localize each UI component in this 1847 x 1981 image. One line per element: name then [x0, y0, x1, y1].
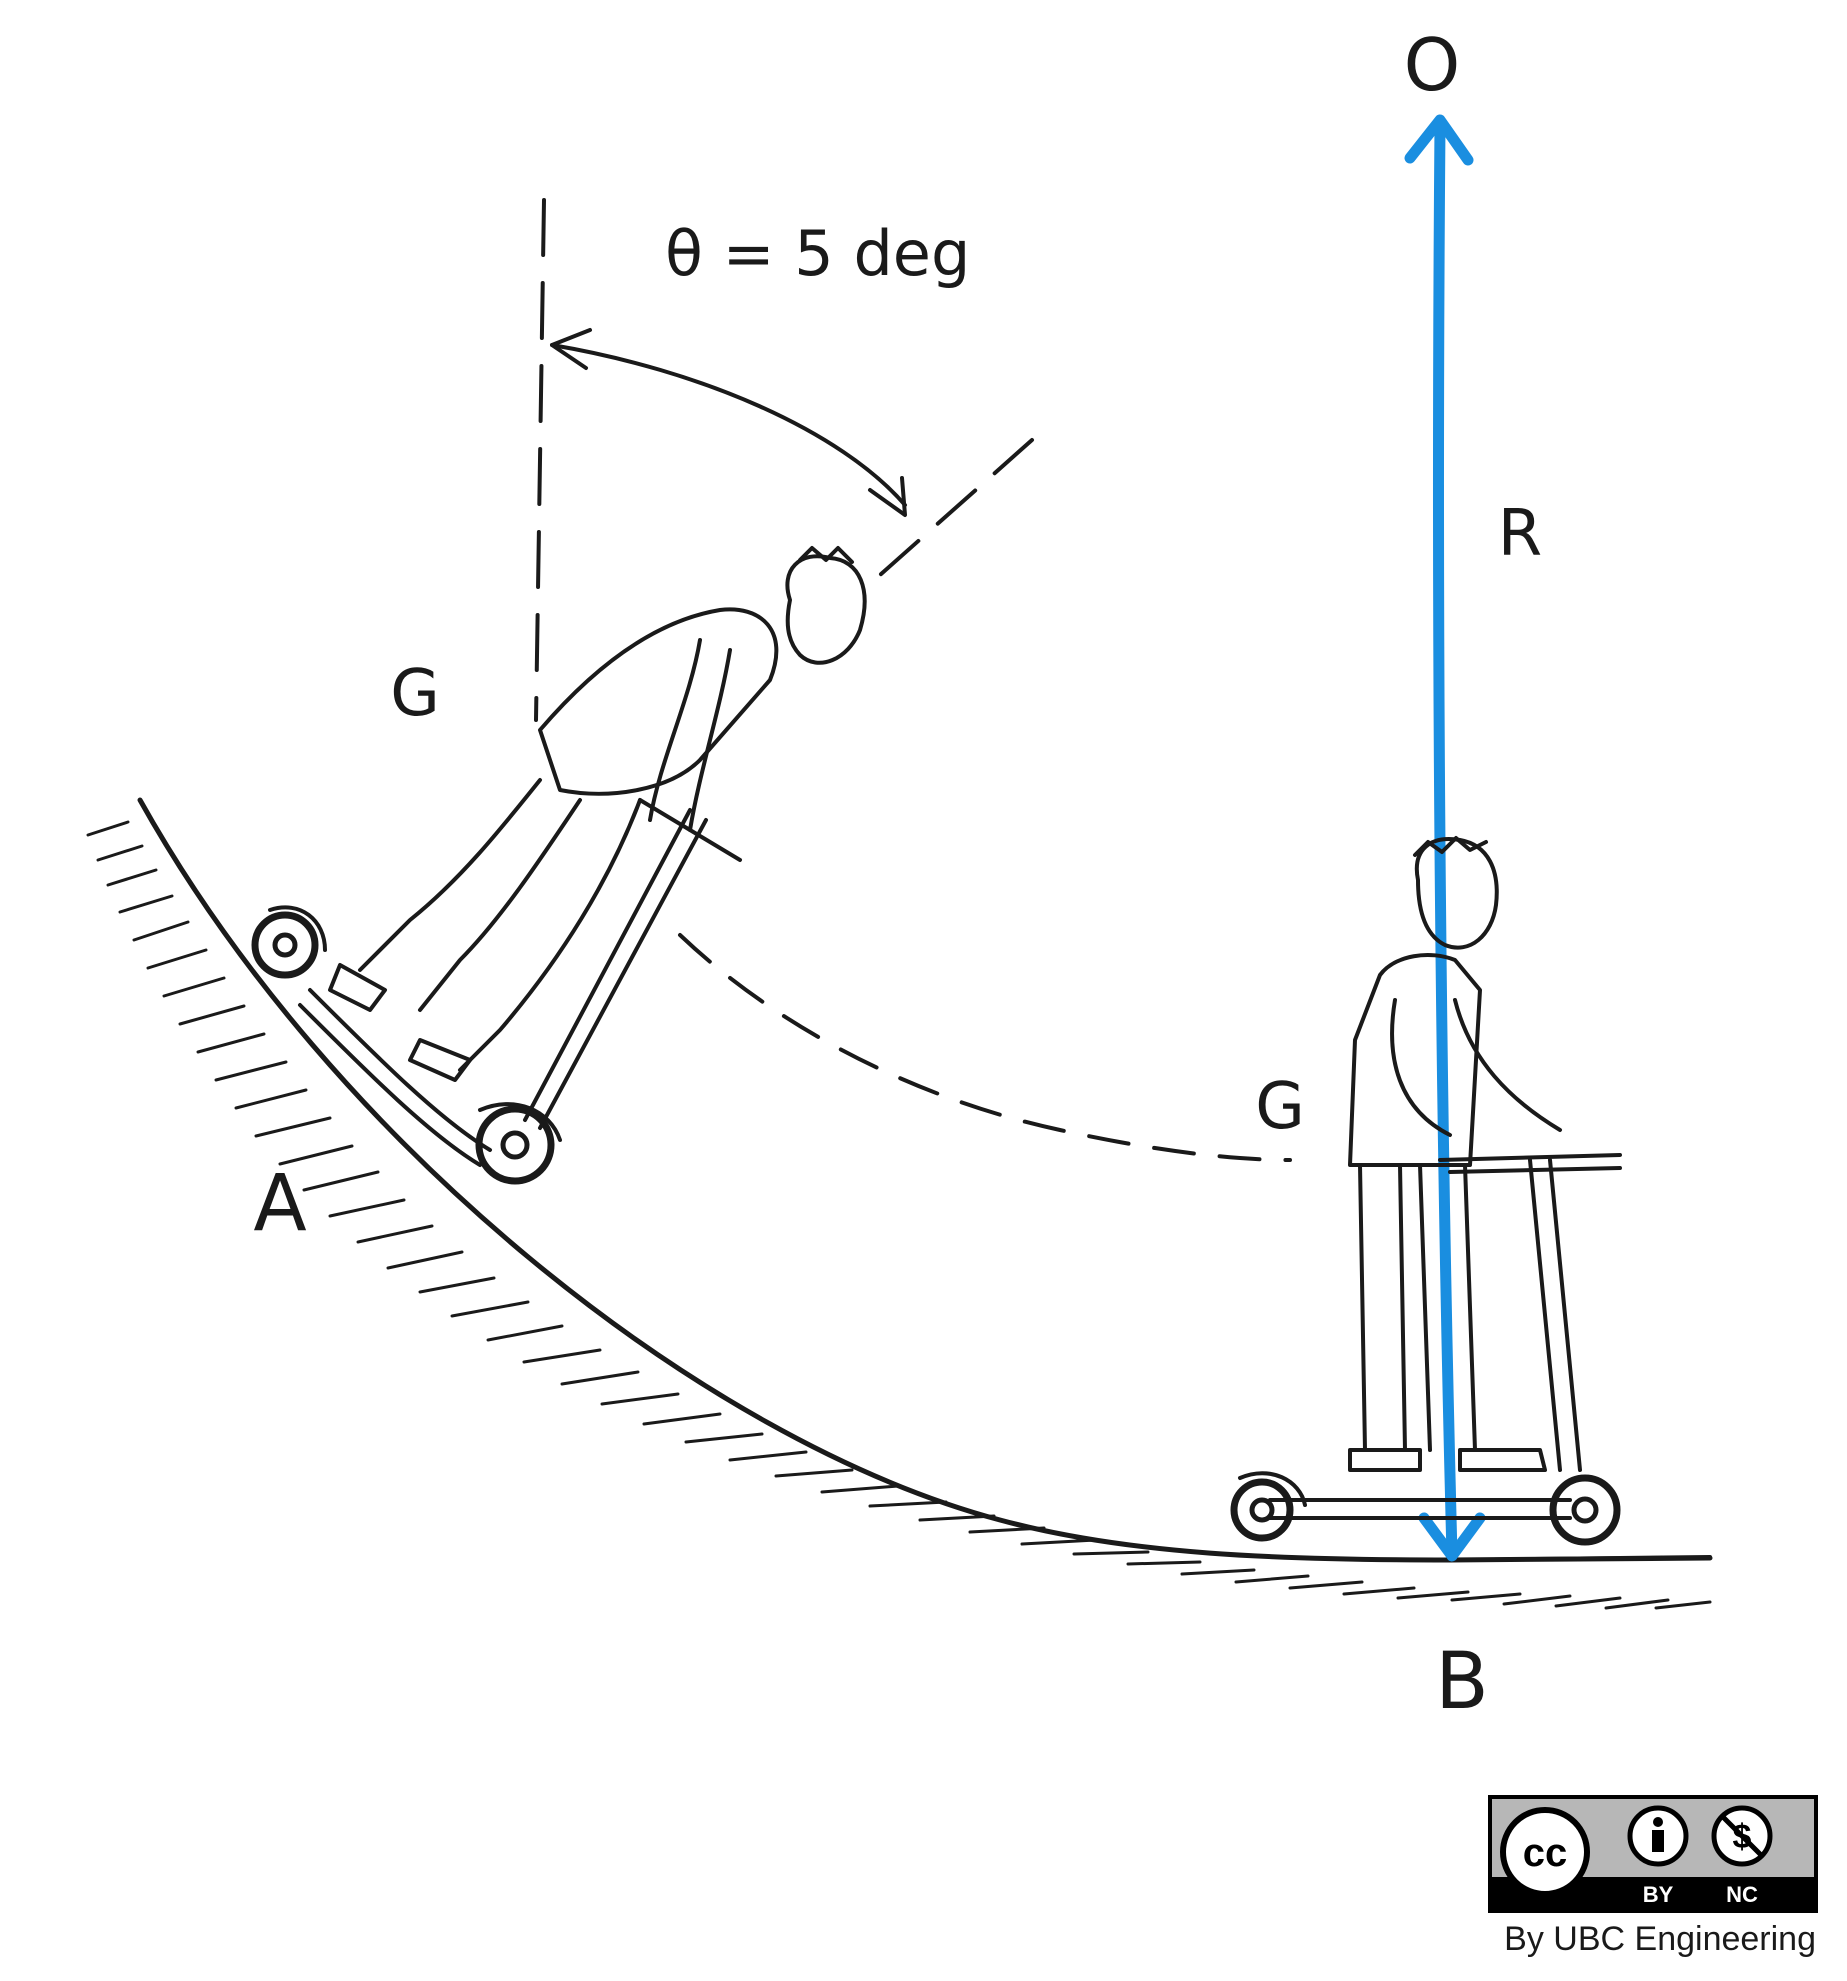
- tilted-body-axis-line: [878, 438, 1034, 577]
- radius-line: [1404, 114, 1486, 1562]
- vertical-reference-line: [534, 198, 546, 722]
- noncommercial-icon: $: [1711, 1805, 1773, 1867]
- label-center-o: O: [1404, 23, 1461, 107]
- angle-arc: [550, 328, 907, 517]
- label-g-tilted: G: [390, 657, 440, 731]
- radius-arrowhead-top: [1404, 114, 1474, 166]
- label-point-a: A: [253, 1159, 306, 1249]
- angle-arrowhead-right: [868, 476, 907, 517]
- rider-upright: [1268, 836, 1622, 1520]
- cc-icon: cc: [1500, 1807, 1590, 1897]
- wheel-upright-rear: [1230, 1471, 1307, 1542]
- license-by-text: BY: [1643, 1882, 1674, 1907]
- ground-hatching: [86, 820, 1712, 1610]
- license-nc-text: NC: [1726, 1882, 1758, 1907]
- center-of-gravity-path: [678, 933, 1292, 1162]
- label-angle: θ = 5 deg: [665, 217, 970, 290]
- wheel-tilted-rear: [251, 905, 327, 979]
- label-point-b: B: [1435, 1637, 1489, 1727]
- label-radius-r: R: [1498, 497, 1542, 571]
- ramp-surface: [137, 797, 1713, 1563]
- wheel-tilted-front: [475, 1102, 562, 1185]
- license-credit: By UBC Engineering: [1504, 1920, 1816, 1958]
- attribution-icon: [1627, 1805, 1689, 1867]
- svg-text:cc: cc: [1523, 1831, 1568, 1875]
- wheel-upright-front: [1549, 1474, 1621, 1546]
- angle-arrowhead-left: [550, 328, 592, 370]
- radius-arrowhead-bottom: [1418, 1512, 1486, 1562]
- rider-tilted: [298, 546, 867, 1167]
- cc-license-badge: cc $ BY NC: [1488, 1795, 1818, 1913]
- label-g-path: G: [1255, 1070, 1305, 1144]
